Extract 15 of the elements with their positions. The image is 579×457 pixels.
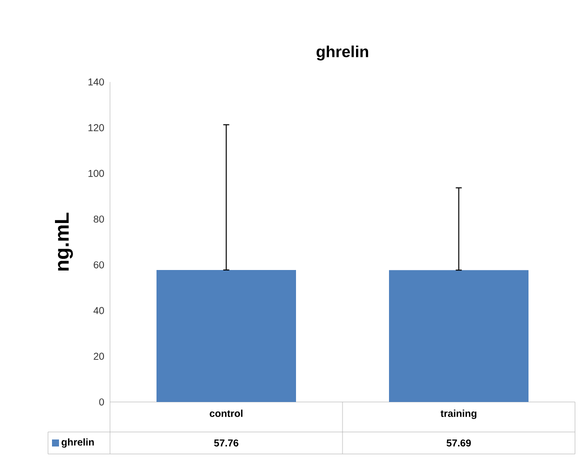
x-tick-label: training <box>440 410 476 419</box>
y-tick-label: 120 <box>88 124 104 132</box>
y-tick-label: 140 <box>88 78 104 86</box>
data-label: 57.76 <box>214 439 238 447</box>
y-tick-label: 100 <box>88 170 104 177</box>
y-tick-label: 80 <box>94 216 104 223</box>
y-axis-title: ng.mL <box>54 212 73 271</box>
y-tick-label: 60 <box>94 261 104 268</box>
y-tick-label: 40 <box>94 307 104 314</box>
y-tick-label: 0 <box>99 398 104 406</box>
x-tick-label: control <box>210 410 242 417</box>
data-label: 57.69 <box>446 439 471 447</box>
y-tick-label: 20 <box>94 352 104 360</box>
legend-label: ghrelin <box>62 438 94 448</box>
chart-title: ghrelin <box>316 46 368 60</box>
